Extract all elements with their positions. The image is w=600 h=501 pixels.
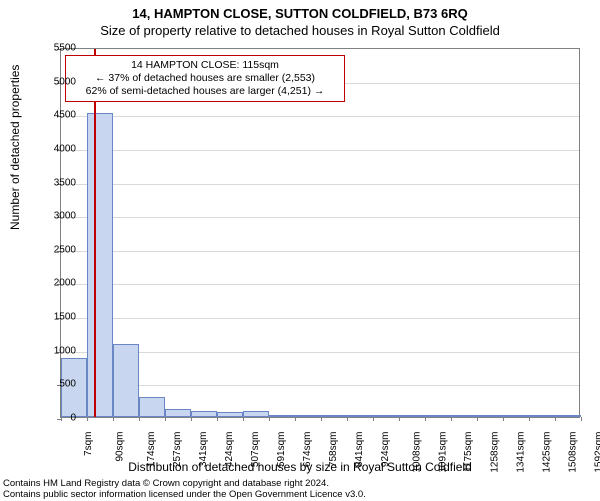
xtick-mark bbox=[113, 417, 114, 421]
histogram-bar bbox=[373, 415, 399, 417]
footer-line-2: Contains public sector information licen… bbox=[3, 489, 597, 500]
ytick-label: 4500 bbox=[36, 110, 76, 121]
xtick-mark bbox=[217, 417, 218, 421]
histogram-bar bbox=[555, 415, 581, 417]
histogram-bar bbox=[217, 412, 243, 417]
xtick-label: 1008sqm bbox=[412, 432, 423, 473]
x-axis-label: Distribution of detached houses by size … bbox=[0, 460, 600, 474]
xtick-label: 591sqm bbox=[276, 432, 287, 468]
histogram-bar bbox=[477, 415, 503, 417]
histogram-bar bbox=[165, 409, 191, 417]
xtick-label: 1592sqm bbox=[594, 432, 600, 473]
xtick-label: 758sqm bbox=[328, 432, 339, 468]
chart-plot-area: 14 HAMPTON CLOSE: 115sqm ← 37% of detach… bbox=[60, 48, 580, 418]
ytick-label: 2000 bbox=[36, 278, 76, 289]
gridline bbox=[61, 318, 579, 319]
histogram-bar bbox=[451, 415, 477, 417]
xtick-label: 1425sqm bbox=[542, 432, 553, 473]
xtick-mark bbox=[477, 417, 478, 421]
xtick-label: 1258sqm bbox=[490, 432, 501, 473]
xtick-label: 1341sqm bbox=[516, 432, 527, 473]
histogram-bar bbox=[295, 415, 321, 417]
gridline bbox=[61, 284, 579, 285]
xtick-label: 507sqm bbox=[250, 432, 261, 468]
xtick-mark bbox=[87, 417, 88, 421]
footer-line-1: Contains HM Land Registry data © Crown c… bbox=[3, 478, 597, 489]
xtick-label: 924sqm bbox=[380, 432, 391, 468]
histogram-bar bbox=[243, 411, 269, 417]
xtick-label: 7sqm bbox=[83, 432, 94, 456]
histogram-bar bbox=[399, 415, 425, 417]
histogram-bar bbox=[347, 415, 373, 417]
gridline bbox=[61, 116, 579, 117]
chart-subtitle: Size of property relative to detached ho… bbox=[0, 21, 600, 40]
xtick-label: 90sqm bbox=[115, 432, 126, 462]
xtick-mark bbox=[529, 417, 530, 421]
ytick-label: 1000 bbox=[36, 345, 76, 356]
xtick-mark bbox=[347, 417, 348, 421]
ytick-label: 2500 bbox=[36, 244, 76, 255]
histogram-bar bbox=[87, 113, 113, 417]
xtick-mark bbox=[399, 417, 400, 421]
histogram-plot bbox=[61, 49, 579, 417]
xtick-label: 174sqm bbox=[146, 432, 157, 468]
histogram-bar bbox=[269, 415, 295, 417]
xtick-mark bbox=[139, 417, 140, 421]
annotation-line-3: 62% of semi-detached houses are larger (… bbox=[72, 85, 338, 98]
chart-title-address: 14, HAMPTON CLOSE, SUTTON COLDFIELD, B73… bbox=[0, 0, 600, 21]
y-axis-label: Number of detached properties bbox=[8, 65, 22, 230]
xtick-mark bbox=[373, 417, 374, 421]
xtick-mark bbox=[451, 417, 452, 421]
ytick-label: 3000 bbox=[36, 211, 76, 222]
ytick-label: 1500 bbox=[36, 312, 76, 323]
xtick-label: 257sqm bbox=[172, 432, 183, 468]
xtick-label: 424sqm bbox=[224, 432, 235, 468]
ytick-label: 5500 bbox=[36, 43, 76, 54]
ytick-label: 5000 bbox=[36, 76, 76, 87]
gridline bbox=[61, 251, 579, 252]
gridline bbox=[61, 184, 579, 185]
ytick-label: 4000 bbox=[36, 143, 76, 154]
histogram-bar bbox=[503, 415, 529, 417]
ytick-label: 500 bbox=[36, 379, 76, 390]
histogram-bar bbox=[425, 415, 451, 417]
xtick-label: 1091sqm bbox=[438, 432, 449, 473]
xtick-mark bbox=[269, 417, 270, 421]
property-marker-line bbox=[94, 49, 96, 417]
xtick-label: 674sqm bbox=[302, 432, 313, 468]
xtick-mark bbox=[555, 417, 556, 421]
xtick-mark bbox=[243, 417, 244, 421]
xtick-label: 1508sqm bbox=[568, 432, 579, 473]
histogram-bar bbox=[529, 415, 555, 417]
ytick-label: 0 bbox=[36, 413, 76, 424]
xtick-label: 1175sqm bbox=[463, 432, 474, 472]
xtick-mark bbox=[321, 417, 322, 421]
xtick-mark bbox=[295, 417, 296, 421]
xtick-label: 841sqm bbox=[354, 432, 365, 468]
histogram-bar bbox=[113, 344, 139, 417]
xtick-mark bbox=[503, 417, 504, 421]
xtick-mark bbox=[191, 417, 192, 421]
xtick-mark bbox=[165, 417, 166, 421]
gridline bbox=[61, 150, 579, 151]
attribution-footer: Contains HM Land Registry data © Crown c… bbox=[3, 478, 597, 501]
xtick-label: 341sqm bbox=[198, 432, 209, 468]
annotation-line-1: 14 HAMPTON CLOSE: 115sqm bbox=[72, 59, 338, 72]
histogram-bar bbox=[321, 415, 347, 417]
annotation-line-2: ← 37% of detached houses are smaller (2,… bbox=[72, 72, 338, 85]
xtick-mark bbox=[581, 417, 582, 421]
gridline bbox=[61, 217, 579, 218]
xtick-mark bbox=[425, 417, 426, 421]
histogram-bar bbox=[139, 397, 165, 417]
annotation-box: 14 HAMPTON CLOSE: 115sqm ← 37% of detach… bbox=[65, 55, 345, 102]
ytick-label: 3500 bbox=[36, 177, 76, 188]
histogram-bar bbox=[191, 411, 217, 417]
